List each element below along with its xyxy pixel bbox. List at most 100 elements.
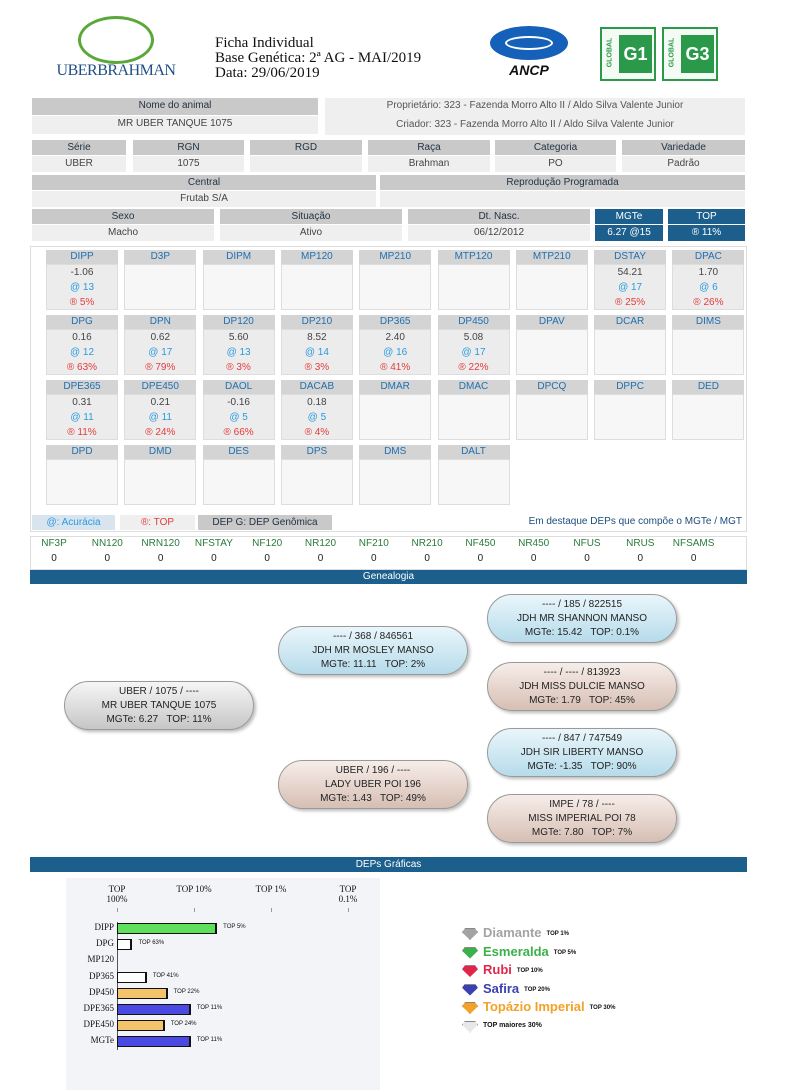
pedigree-line: ---- / 185 / 822515 bbox=[541, 599, 623, 610]
dep-name: D3P bbox=[124, 250, 197, 264]
header-line: Ficha Individual bbox=[215, 35, 314, 51]
dep-name: MTP210 bbox=[515, 250, 588, 264]
nf-name: NR210 bbox=[411, 538, 443, 549]
dep-name: MP120 bbox=[280, 250, 353, 264]
dep-value: 0.16 bbox=[72, 332, 92, 343]
dep-body: 0.31 @ 11 ® 11% bbox=[46, 394, 118, 440]
dep-acc: @ 13 bbox=[69, 282, 95, 293]
pedigree-line: JDH SIR LIBERTY MANSO bbox=[520, 747, 644, 758]
dep-name: DIPP bbox=[46, 250, 118, 264]
dep-top: ® 22% bbox=[458, 362, 489, 373]
gem-name: Topázio Imperial bbox=[483, 999, 585, 1014]
nf-name: NFSAMS bbox=[672, 538, 715, 549]
ancp-wave bbox=[505, 36, 553, 50]
pedigree-line: MGTe: 15.42 TOP: 0.1% bbox=[524, 627, 640, 638]
dep-value: 5.60 bbox=[228, 332, 249, 343]
dep-note: Em destaque DEPs que compõe o MGTe / MGT bbox=[528, 516, 742, 527]
pedigree-line: MGTe: 7.80 TOP: 7% bbox=[531, 827, 633, 838]
nf-name: NR450 bbox=[518, 538, 550, 549]
dep-body: -1.06 @ 13 ® 5% bbox=[46, 264, 118, 310]
pedigree-line: LADY UBER POI 196 bbox=[325, 779, 421, 790]
gem-icon bbox=[462, 1002, 478, 1014]
pedigree-line: MGTe: 11.11 TOP: 2% bbox=[320, 659, 426, 670]
nf-value: 0 bbox=[104, 553, 111, 564]
field-label: Central bbox=[32, 175, 376, 190]
dep-body bbox=[437, 459, 510, 505]
dep-legend: DEP G: DEP Genômica bbox=[198, 515, 332, 530]
dep-name: DP365 bbox=[359, 315, 432, 329]
dep-name: MTP120 bbox=[437, 250, 510, 264]
nf-name: NFUS bbox=[573, 538, 601, 549]
pedigree-line: UBER / 196 / ---- bbox=[335, 765, 411, 776]
dep-body bbox=[515, 264, 588, 310]
dep-body: 0.21 @ 11 ® 24% bbox=[124, 394, 197, 440]
dep-body bbox=[437, 394, 510, 440]
dep-name: DCAR bbox=[594, 315, 667, 329]
field-label: TOP bbox=[668, 209, 745, 224]
field-label: Dt. Nasc. bbox=[408, 209, 590, 224]
dep-name: DACAB bbox=[280, 380, 353, 394]
dep-body bbox=[515, 394, 588, 440]
chart: TOP 100% TOP 10% TOP 1% TOP 0.1% DIPP TOP 5% D… bbox=[66, 878, 380, 1090]
dep-top: ® 63% bbox=[66, 362, 98, 373]
pedigree-line: JDH MR SHANNON MANSO bbox=[516, 613, 647, 624]
dep-top: ® 41% bbox=[380, 362, 411, 373]
dep-body bbox=[46, 459, 118, 505]
dep-top: ® 11% bbox=[67, 427, 97, 438]
dep-acc: @ 17 bbox=[148, 347, 173, 358]
gem-top: TOP 1% bbox=[546, 931, 569, 937]
field-value: 6.27 @15 bbox=[595, 225, 663, 241]
dep-top: ® 3% bbox=[304, 362, 330, 373]
dep-top: ® 24% bbox=[145, 427, 176, 438]
section-bar: Genealogia bbox=[30, 570, 747, 584]
field-value: Macho bbox=[32, 225, 214, 241]
dep-value: 1.70 bbox=[698, 267, 719, 278]
dep-name: DES bbox=[202, 445, 275, 459]
dep-body: 5.08 @ 17 ® 22% bbox=[437, 329, 510, 375]
dep-acc: @ 12 bbox=[69, 347, 95, 358]
dep-name: DPG bbox=[46, 315, 118, 329]
nf-value: 0 bbox=[637, 553, 644, 564]
dep-name: MP210 bbox=[359, 250, 432, 264]
field-value: PO bbox=[495, 156, 616, 172]
dep-acc: @ 17 bbox=[461, 347, 486, 358]
field-value: Padrão bbox=[622, 156, 745, 172]
value-label: TOP 22% bbox=[173, 988, 200, 995]
dep-body bbox=[124, 264, 197, 310]
gem-name: Safira bbox=[483, 980, 520, 996]
dep-name: DPPC bbox=[594, 380, 667, 394]
dep-body bbox=[437, 264, 510, 310]
x-tick-label: TOP 100% bbox=[106, 884, 128, 904]
field-label: RGD bbox=[250, 140, 362, 155]
brand: UBERBRAHMAN bbox=[56, 62, 176, 79]
gem-icon bbox=[462, 983, 478, 996]
pedigree-node: ---- / 185 / 822515 JDH MR SHANNON MANSO M… bbox=[487, 594, 677, 643]
nf-name: NF120 bbox=[252, 538, 283, 549]
pedigree-line: ---- / ---- / 813923 bbox=[543, 667, 621, 678]
dep-body bbox=[124, 459, 197, 505]
nf-value: 0 bbox=[211, 553, 217, 564]
header-line: Data: 29/06/2019 bbox=[215, 65, 320, 81]
x-tick-label: TOP 1% bbox=[255, 884, 287, 894]
pedigree-line: MGTe: 1.43 TOP: 49% bbox=[320, 793, 426, 804]
dep-acc: @ 17 bbox=[618, 282, 643, 293]
field-value: Brahman bbox=[368, 156, 490, 172]
dep-body bbox=[672, 329, 745, 375]
dep-name: DMS bbox=[359, 445, 432, 459]
dep-name: DPCQ bbox=[515, 380, 588, 394]
gem-icon bbox=[462, 1020, 478, 1033]
pedigree-line: MGTe: 6.27 TOP: 11% bbox=[106, 714, 212, 725]
nf-name: NRUS bbox=[626, 538, 655, 549]
tick-line bbox=[117, 908, 118, 912]
x-tick-label: TOP 10% bbox=[176, 884, 212, 894]
field-value: ® 11% bbox=[668, 225, 745, 241]
dep-top: ® 26% bbox=[693, 297, 724, 308]
dep-acc: @ 14 bbox=[304, 347, 329, 358]
gem-top: TOP 10% bbox=[516, 968, 543, 974]
dep-value: -0.16 bbox=[227, 397, 250, 408]
pedigree-line: JDH MR MOSLEY MANSO bbox=[312, 645, 434, 656]
dep-body: 8.52 @ 14 ® 3% bbox=[280, 329, 353, 375]
dep-name: DALT bbox=[437, 445, 510, 459]
breeder: Criador: 323 - Fazenda Morro Alto II / A… bbox=[396, 119, 674, 130]
dep-body bbox=[202, 264, 275, 310]
